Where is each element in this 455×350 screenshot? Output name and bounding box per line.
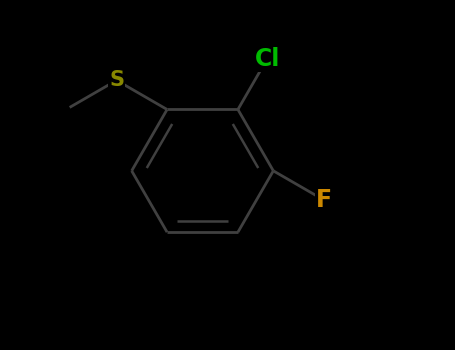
Text: S: S bbox=[109, 70, 124, 90]
Text: Cl: Cl bbox=[254, 47, 280, 71]
Text: F: F bbox=[316, 188, 332, 212]
